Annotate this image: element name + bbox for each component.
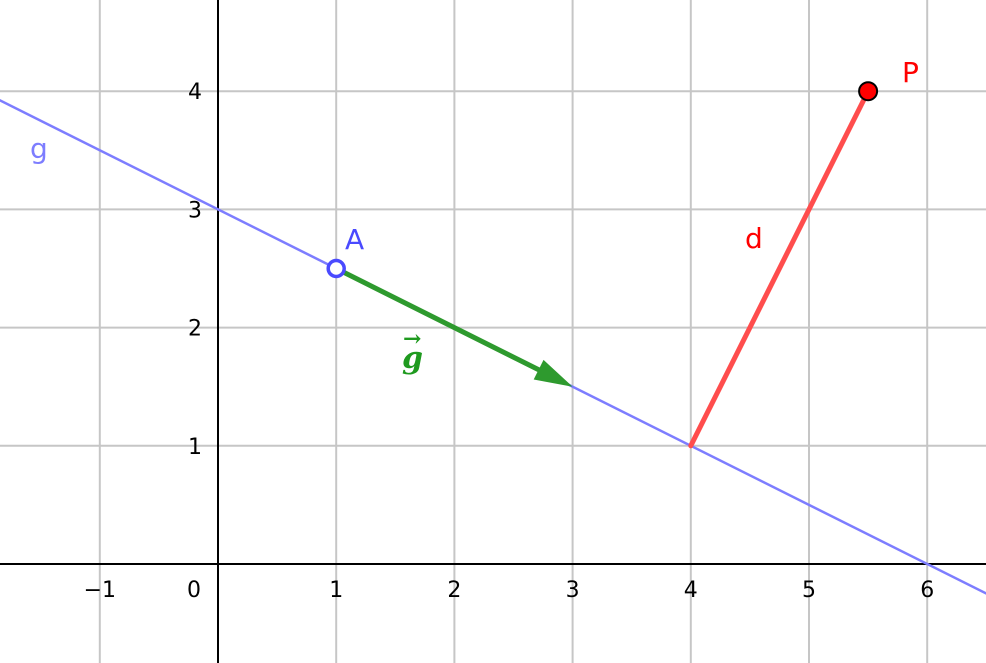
vector-g-label: g xyxy=(402,341,423,376)
vector-arrow-icon: → xyxy=(403,326,421,352)
tick-labels: −1 0 1 2 3 4 5 6 1 2 3 4 xyxy=(84,80,935,603)
point-a[interactable] xyxy=(326,258,346,279)
point-p[interactable] xyxy=(858,81,879,102)
x-tick-label: 0 xyxy=(187,578,201,603)
segment-d-label: d xyxy=(745,222,763,255)
x-tick-label: −1 xyxy=(84,578,116,603)
line-g-label: g xyxy=(30,132,48,165)
y-tick-label: 4 xyxy=(188,80,202,105)
y-tick-label: 1 xyxy=(188,435,202,460)
x-tick-label: 1 xyxy=(329,578,343,603)
vector-arrowhead xyxy=(533,359,573,387)
direction-vector-g xyxy=(335,266,544,374)
line-g xyxy=(0,99,986,595)
y-tick-label: 3 xyxy=(188,198,202,223)
y-tick-label: 2 xyxy=(188,317,202,342)
segment-d xyxy=(688,88,871,449)
x-tick-label: 6 xyxy=(920,578,934,603)
point-p-label: P xyxy=(902,56,919,89)
x-tick-label: 3 xyxy=(566,578,580,603)
x-tick-label: 5 xyxy=(802,578,816,603)
point-a-label: A xyxy=(345,223,364,256)
x-tick-label: 4 xyxy=(684,578,698,603)
x-tick-label: 2 xyxy=(447,578,461,603)
